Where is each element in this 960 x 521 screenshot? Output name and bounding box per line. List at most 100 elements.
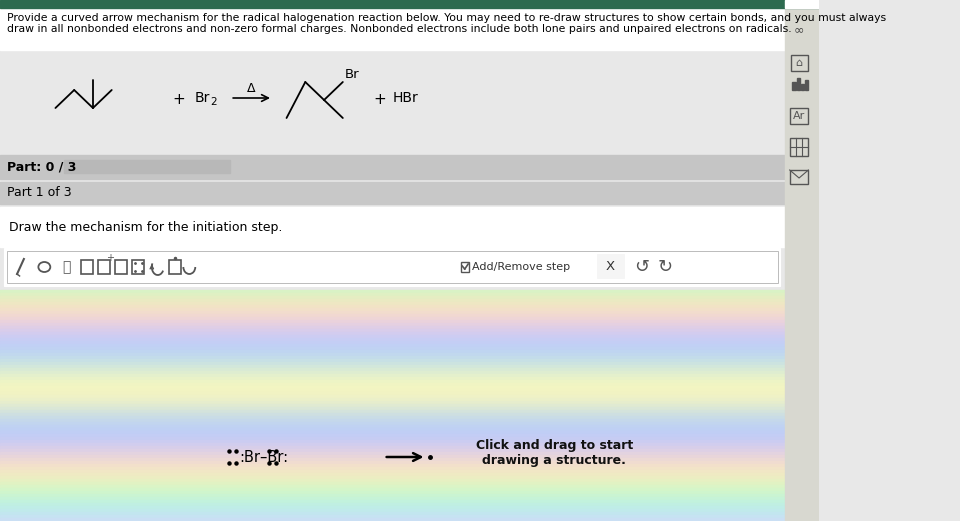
- Bar: [792, 82, 796, 90]
- Bar: [7, 251, 778, 283]
- Text: Br: Br: [345, 68, 359, 81]
- Bar: [0, 509, 784, 513]
- Text: ∞: ∞: [794, 23, 804, 36]
- Bar: [0, 506, 784, 510]
- Bar: [0, 350, 784, 354]
- Bar: [0, 407, 784, 411]
- Bar: [0, 476, 784, 480]
- Bar: [0, 332, 784, 336]
- Bar: [0, 410, 784, 414]
- Bar: [0, 320, 784, 324]
- Bar: [0, 0, 819, 8]
- Bar: [0, 437, 784, 441]
- Bar: [0, 335, 784, 339]
- Bar: [0, 443, 784, 447]
- Bar: [0, 377, 784, 381]
- Bar: [0, 401, 784, 405]
- Bar: [81, 260, 93, 274]
- Bar: [0, 8, 784, 50]
- Bar: [0, 455, 784, 459]
- Text: Br: Br: [195, 91, 210, 105]
- Bar: [0, 497, 784, 501]
- Bar: [0, 356, 784, 360]
- Bar: [0, 155, 784, 179]
- Bar: [0, 473, 784, 477]
- Bar: [790, 138, 808, 156]
- Bar: [790, 170, 808, 184]
- Bar: [0, 434, 784, 438]
- Bar: [0, 362, 784, 366]
- Bar: [0, 293, 784, 297]
- Bar: [0, 446, 784, 450]
- Text: +: +: [173, 93, 185, 107]
- Bar: [0, 479, 784, 483]
- Text: Add/Remove step: Add/Remove step: [472, 262, 570, 272]
- Bar: [0, 329, 784, 333]
- Bar: [0, 182, 784, 204]
- Bar: [0, 389, 784, 393]
- Bar: [0, 500, 784, 504]
- Text: ⌂: ⌂: [796, 58, 803, 68]
- Text: draw in all nonbonded electrons and non-zero formal charges. Nonbonded electrons: draw in all nonbonded electrons and non-…: [7, 24, 791, 34]
- Bar: [0, 308, 784, 312]
- Bar: [0, 371, 784, 375]
- Bar: [597, 254, 624, 278]
- Bar: [784, 0, 819, 521]
- Bar: [0, 305, 784, 309]
- Text: Part 1 of 3: Part 1 of 3: [7, 187, 71, 200]
- Bar: [0, 494, 784, 498]
- Bar: [0, 314, 784, 318]
- Bar: [0, 452, 784, 456]
- Bar: [0, 347, 784, 351]
- Bar: [790, 108, 808, 124]
- Bar: [0, 488, 784, 492]
- Text: +: +: [106, 253, 114, 263]
- Bar: [0, 416, 784, 420]
- Bar: [0, 386, 784, 390]
- Bar: [0, 518, 784, 521]
- Text: 2: 2: [210, 97, 216, 107]
- Bar: [0, 290, 784, 521]
- Bar: [0, 419, 784, 423]
- Bar: [0, 374, 784, 378]
- Bar: [0, 338, 784, 342]
- Bar: [784, 0, 819, 8]
- Bar: [0, 491, 784, 495]
- Bar: [0, 395, 784, 399]
- Bar: [0, 431, 784, 435]
- Text: Click and drag to start
drawing a structure.: Click and drag to start drawing a struct…: [476, 439, 633, 467]
- Bar: [132, 260, 144, 274]
- Text: ↺: ↺: [634, 258, 649, 276]
- Bar: [115, 260, 127, 274]
- Text: Δ: Δ: [248, 81, 255, 94]
- Bar: [0, 482, 784, 486]
- Bar: [0, 299, 784, 303]
- Bar: [0, 428, 784, 432]
- Bar: [0, 50, 784, 155]
- Bar: [461, 262, 469, 272]
- Bar: [0, 353, 784, 357]
- Bar: [0, 302, 784, 306]
- Bar: [0, 368, 784, 372]
- Text: ↻: ↻: [658, 258, 673, 276]
- Bar: [0, 449, 784, 453]
- Bar: [0, 440, 784, 444]
- Bar: [0, 461, 784, 465]
- Bar: [0, 485, 784, 489]
- Bar: [0, 467, 784, 471]
- Bar: [0, 398, 784, 402]
- Bar: [0, 383, 784, 387]
- Text: +: +: [373, 93, 386, 107]
- Bar: [0, 344, 784, 348]
- Bar: [0, 296, 784, 300]
- Text: Draw the mechanism for the initiation step.: Draw the mechanism for the initiation st…: [9, 220, 282, 233]
- Text: ✋: ✋: [62, 260, 71, 274]
- Bar: [0, 464, 784, 468]
- Bar: [0, 311, 784, 315]
- Bar: [797, 78, 800, 90]
- Bar: [64, 160, 230, 173]
- Bar: [0, 359, 784, 363]
- Text: Part: 0 / 3: Part: 0 / 3: [7, 160, 76, 173]
- Bar: [0, 365, 784, 369]
- Text: :Br–Br:: :Br–Br:: [239, 450, 288, 465]
